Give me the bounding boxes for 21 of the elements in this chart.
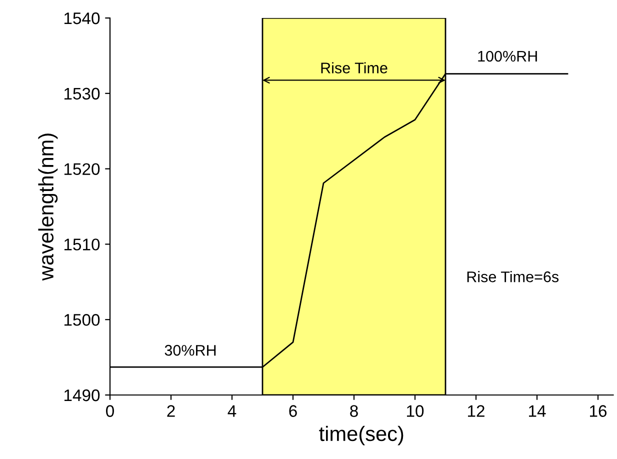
x-tick-label: 2 (167, 405, 175, 417)
y-tick-label: 1500 (64, 314, 100, 326)
y-tick-label: 1540 (64, 12, 100, 24)
x-tick-label: 14 (529, 405, 546, 417)
x-tick-label: 6 (289, 405, 297, 417)
x-axis-title: time(sec) (319, 426, 404, 446)
x-tick-label: 0 (106, 405, 114, 417)
y-tick-label: 1510 (64, 238, 100, 250)
y-tick-label: 1490 (64, 389, 100, 402)
y-tick-label: 1520 (64, 163, 100, 176)
x-tick-label: 4 (228, 405, 236, 417)
annotation: Rise Time=6s (467, 271, 559, 282)
x-tick-label: 12 (468, 405, 484, 417)
x-tick-label: 16 (590, 405, 607, 417)
x-tick-label: 10 (407, 405, 424, 417)
band-label: Rise Time (321, 62, 388, 74)
annotation: 100%RH (478, 50, 537, 62)
y-axis-title: wavelength(nm) (38, 134, 58, 281)
y-tick-label: 1530 (64, 88, 100, 100)
x-tick-label: 8 (350, 405, 358, 417)
annotation: 30%RH (164, 344, 216, 356)
